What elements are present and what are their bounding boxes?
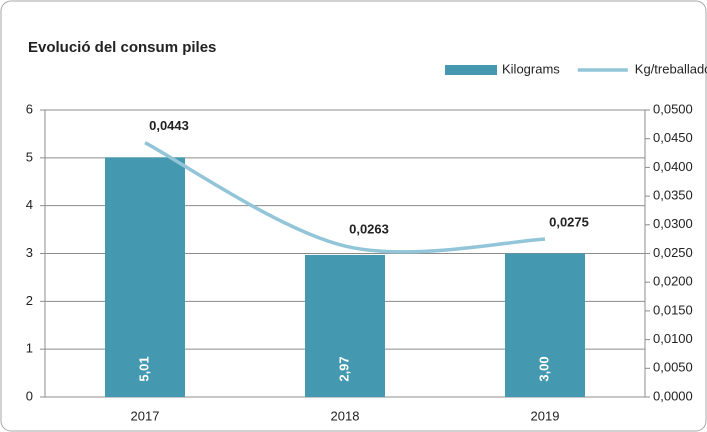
y2-tick-label: 0,0100 xyxy=(653,331,693,346)
y2-tick-label: 0,0200 xyxy=(653,274,693,289)
y2-tick-label: 0,0000 xyxy=(653,388,693,403)
y2-tick-label: 0,0400 xyxy=(653,159,693,174)
bar xyxy=(305,254,385,397)
line-value-label: 0,0275 xyxy=(549,215,589,230)
y-tick-label: 6 xyxy=(26,101,33,116)
y2-tick-label: 0,0250 xyxy=(653,245,693,260)
y2-tick-label: 0,0500 xyxy=(653,101,693,116)
y2-tick-label: 0,0050 xyxy=(653,360,693,375)
bar-value-label: 3,00 xyxy=(536,356,551,381)
x-tick-label: 2017 xyxy=(131,408,160,423)
y-tick-label: 5 xyxy=(26,149,33,164)
line xyxy=(144,141,546,254)
line-value-label: 0,0443 xyxy=(149,118,189,133)
y2-tick-label: 0,0300 xyxy=(653,216,693,231)
line-value-label: 0,0263 xyxy=(349,221,389,236)
y-tick-label: 0 xyxy=(26,388,33,403)
x-tick-label: 2019 xyxy=(531,408,560,423)
x-tick-label: 2018 xyxy=(331,408,360,423)
y-tick-label: 1 xyxy=(26,341,33,356)
legend-label: Kilograms xyxy=(502,61,560,76)
legend-swatch xyxy=(445,65,497,75)
y-tick-label: 3 xyxy=(26,245,33,260)
y2-tick-label: 0,0350 xyxy=(653,188,693,203)
y-tick-label: 4 xyxy=(26,197,33,212)
legend-label: Kg/treballador xyxy=(635,61,707,76)
bar-value-label: 5,01 xyxy=(136,356,151,381)
y2-tick-label: 0,0450 xyxy=(653,130,693,145)
chart-title: Evolució del consum piles xyxy=(28,39,216,56)
y2-tick-label: 0,0150 xyxy=(653,302,693,317)
bar xyxy=(105,157,185,397)
y-tick-label: 2 xyxy=(26,293,33,308)
bar-value-label: 2,97 xyxy=(336,356,351,381)
bar xyxy=(505,253,585,397)
